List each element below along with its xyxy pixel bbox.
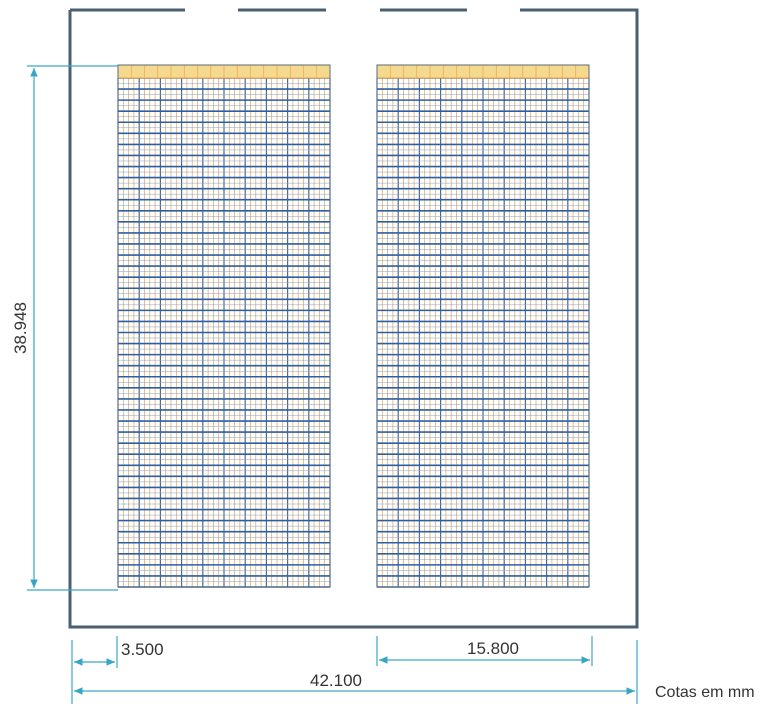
left-offset-dimension	[71, 636, 118, 668]
wall-left-bottom-right	[68, 8, 639, 629]
height-dimension	[27, 65, 118, 591]
total-width-label: 42.100	[310, 671, 362, 690]
rack-block-1	[117, 64, 331, 588]
left-offset-label: 3.500	[121, 640, 164, 659]
rack-blocks	[117, 64, 590, 588]
building-walls	[68, 8, 639, 629]
height-dimension-label: 38.948	[11, 302, 30, 354]
unit-note: Cotas em mm	[655, 684, 755, 701]
block-width-label: 15.800	[467, 639, 519, 658]
rack-block-2	[376, 64, 590, 588]
block-width-dimension	[376, 636, 593, 666]
total-width-dimension	[71, 640, 638, 704]
